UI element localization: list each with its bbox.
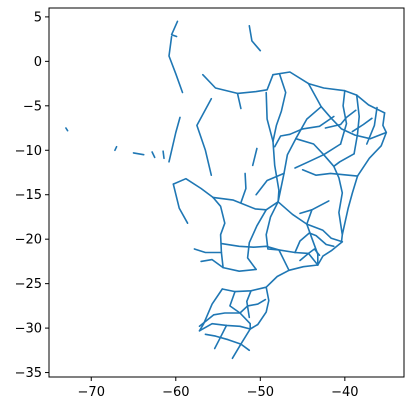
road-line	[353, 94, 361, 155]
x-tick-label: −50	[247, 385, 274, 400]
road-line	[240, 172, 247, 204]
road-line	[272, 71, 386, 114]
road-line	[324, 109, 357, 129]
x-tick-label: −60	[162, 385, 189, 400]
roads-series	[65, 20, 388, 360]
x-tick-label: −40	[331, 385, 358, 400]
road-line	[299, 248, 321, 262]
y-tick-label: −30	[15, 322, 42, 337]
road-line	[289, 115, 335, 136]
road-line	[294, 232, 335, 254]
road-line	[162, 150, 165, 160]
road-line	[114, 145, 118, 152]
road-line	[172, 183, 189, 224]
road-line	[273, 133, 291, 148]
plot-frame	[48, 7, 405, 378]
road-line	[265, 91, 280, 203]
road-line	[307, 82, 388, 140]
y-axis: 5 0 −5 −10 −15 −20 −25 −30 −35	[15, 10, 49, 381]
road-line	[172, 177, 214, 199]
x-axis: −70 −60 −50 −40	[78, 377, 359, 400]
road-line	[212, 196, 279, 211]
road-line	[255, 172, 285, 196]
road-line	[221, 264, 319, 293]
road-line	[332, 153, 355, 168]
y-tick-label: −25	[15, 277, 42, 292]
road-line	[248, 24, 262, 52]
road-line	[365, 106, 378, 145]
road-line	[168, 35, 184, 94]
road-line	[168, 116, 181, 163]
road-line	[170, 20, 179, 38]
road-line	[151, 151, 156, 159]
y-tick-label: −5	[23, 99, 42, 114]
road-line	[65, 127, 69, 132]
road-line	[220, 242, 319, 266]
y-tick-label: −20	[15, 233, 42, 248]
y-tick-label: −15	[15, 188, 42, 203]
x-tick-label: −70	[78, 385, 105, 400]
road-line	[196, 97, 213, 176]
road-line	[294, 137, 344, 243]
road-line	[277, 201, 319, 266]
road-line	[132, 152, 145, 156]
y-tick-label: 0	[34, 55, 42, 70]
road-line	[198, 288, 224, 332]
road-line	[213, 324, 228, 350]
road-line	[249, 286, 270, 330]
road-line	[272, 73, 287, 143]
road-line	[202, 73, 274, 95]
road-line	[246, 289, 252, 319]
road-line	[299, 200, 330, 215]
road-line	[339, 89, 348, 145]
road-line	[316, 241, 344, 266]
road-line	[341, 175, 359, 236]
road-line	[236, 92, 242, 110]
road-line	[251, 147, 258, 167]
road-line	[193, 248, 223, 254]
road-line	[351, 117, 373, 133]
road-line	[246, 209, 268, 271]
y-tick-label: −10	[15, 144, 42, 159]
road-line	[305, 209, 313, 225]
road-line	[356, 112, 388, 177]
road-line	[198, 298, 267, 328]
y-tick-label: 5	[34, 10, 42, 25]
road-line	[200, 258, 257, 273]
road-line	[212, 196, 226, 269]
road-line	[204, 333, 251, 352]
road-line	[277, 105, 323, 203]
y-tick-label: −35	[15, 366, 42, 381]
road-line	[265, 201, 290, 272]
road-line	[305, 223, 344, 243]
road-line	[301, 169, 359, 177]
road-line	[294, 143, 342, 169]
